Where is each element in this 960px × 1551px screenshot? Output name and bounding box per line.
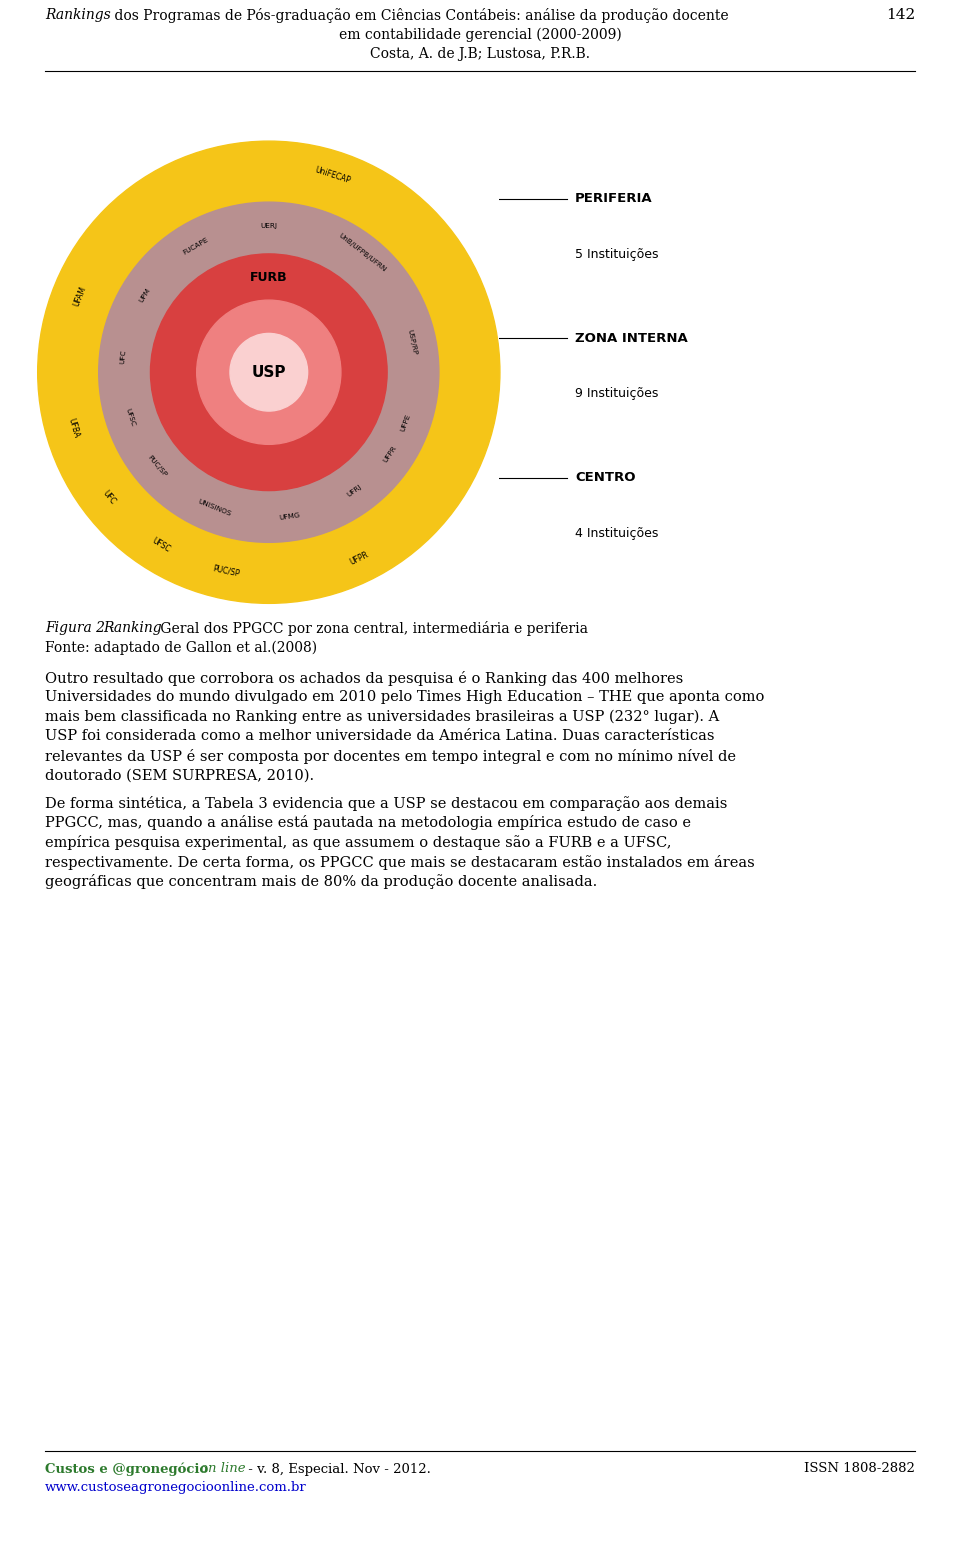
Text: 5 Instituições: 5 Instituições bbox=[575, 248, 659, 261]
Text: UFPR: UFPR bbox=[382, 445, 397, 464]
Text: PERIFERIA: PERIFERIA bbox=[575, 192, 653, 205]
Text: UFPR: UFPR bbox=[348, 551, 371, 566]
Text: Fonte: adaptado de Gallon et al.(2008): Fonte: adaptado de Gallon et al.(2008) bbox=[45, 641, 317, 655]
Text: mais bem classificada no Ranking entre as universidades brasileiras a USP (232° : mais bem classificada no Ranking entre a… bbox=[45, 710, 719, 724]
Text: UFRJ: UFRJ bbox=[347, 482, 363, 498]
Text: UFC: UFC bbox=[120, 349, 128, 364]
Text: em contabilidade gerencial (2000-2009): em contabilidade gerencial (2000-2009) bbox=[339, 28, 621, 42]
Text: 4 Instituições: 4 Instituições bbox=[575, 527, 659, 540]
Text: Ranking: Ranking bbox=[103, 620, 161, 634]
Text: CENTRO: CENTRO bbox=[575, 472, 636, 484]
Text: 9 Instituições: 9 Instituições bbox=[575, 388, 659, 400]
Text: UnB/UFPB/UFRN: UnB/UFPB/UFRN bbox=[337, 233, 387, 273]
Text: PUC/SP: PUC/SP bbox=[146, 454, 168, 478]
Text: ZONA INTERNA: ZONA INTERNA bbox=[575, 332, 688, 344]
Text: Universidades do mundo divulgado em 2010 pelo Times High Education – THE que apo: Universidades do mundo divulgado em 2010… bbox=[45, 690, 764, 704]
Text: UFMG: UFMG bbox=[278, 512, 300, 521]
Text: De forma sintética, a Tabela 3 evidencia que a USP se destacou em comparação aos: De forma sintética, a Tabela 3 evidencia… bbox=[45, 796, 728, 811]
Text: respectivamente. De certa forma, os PPGCC que mais se destacaram estão instalado: respectivamente. De certa forma, os PPGC… bbox=[45, 855, 755, 870]
Text: UNISINOS: UNISINOS bbox=[197, 498, 231, 516]
Text: UERJ: UERJ bbox=[260, 223, 277, 230]
Text: Costa, A. de J.B; Lustosa, P.R.B.: Costa, A. de J.B; Lustosa, P.R.B. bbox=[370, 47, 590, 60]
Text: on line: on line bbox=[200, 1463, 246, 1475]
Text: UPM: UPM bbox=[138, 287, 152, 302]
Text: USP foi considerada como a melhor universidade da América Latina. Duas caracterí: USP foi considerada como a melhor univer… bbox=[45, 729, 714, 743]
Text: UFSC: UFSC bbox=[124, 408, 135, 427]
Text: - v. 8, Especial. Nov - 2012.: - v. 8, Especial. Nov - 2012. bbox=[244, 1463, 431, 1475]
Text: UFSC: UFSC bbox=[151, 535, 172, 554]
Text: www.custoseagronegocioonline.com.br: www.custoseagronegocioonline.com.br bbox=[45, 1481, 307, 1494]
Text: Figura 2 -: Figura 2 - bbox=[45, 620, 118, 634]
Text: 142: 142 bbox=[886, 8, 915, 22]
Text: Rankings: Rankings bbox=[45, 8, 110, 22]
Text: UFC: UFC bbox=[101, 489, 117, 506]
Text: doutorado (SEM SURPRESA, 2010).: doutorado (SEM SURPRESA, 2010). bbox=[45, 768, 314, 783]
Text: Geral dos PPGCC por zona central, intermediária e periferia: Geral dos PPGCC por zona central, interm… bbox=[156, 620, 588, 636]
Text: PUC/SP: PUC/SP bbox=[212, 565, 241, 579]
Text: UFPE: UFPE bbox=[400, 413, 412, 431]
Text: relevantes da USP é ser composta por docentes em tempo integral e com no mínimo : relevantes da USP é ser composta por doc… bbox=[45, 749, 736, 765]
Text: UFAM: UFAM bbox=[72, 285, 88, 307]
Text: Custos e @gronegócio: Custos e @gronegócio bbox=[45, 1463, 208, 1475]
Text: USP: USP bbox=[252, 364, 286, 380]
Circle shape bbox=[99, 202, 439, 543]
Circle shape bbox=[37, 141, 500, 603]
Circle shape bbox=[197, 301, 341, 444]
Circle shape bbox=[151, 254, 387, 490]
Text: UFBA: UFBA bbox=[66, 417, 81, 439]
Text: geográficas que concentram mais de 80% da produção docente analisada.: geográficas que concentram mais de 80% d… bbox=[45, 875, 597, 889]
Text: FURB: FURB bbox=[250, 271, 288, 284]
Text: ISSN 1808-2882: ISSN 1808-2882 bbox=[804, 1463, 915, 1475]
Text: UniFECAP: UniFECAP bbox=[314, 166, 351, 185]
Text: dos Programas de Pós-graduação em Ciências Contábeis: análise da produção docent: dos Programas de Pós-graduação em Ciênci… bbox=[110, 8, 729, 23]
Text: USP/RP: USP/RP bbox=[406, 329, 418, 355]
Text: empírica pesquisa experimental, as que assumem o destaque são a FURB e a UFSC,: empírica pesquisa experimental, as que a… bbox=[45, 834, 671, 850]
Text: FUCAPE: FUCAPE bbox=[182, 236, 209, 256]
Circle shape bbox=[230, 333, 307, 411]
Text: Outro resultado que corrobora os achados da pesquisa é o Ranking das 400 melhore: Outro resultado que corrobora os achados… bbox=[45, 672, 684, 686]
Text: PPGCC, mas, quando a análise está pautada na metodologia empírica estudo de caso: PPGCC, mas, quando a análise está pautad… bbox=[45, 816, 691, 830]
